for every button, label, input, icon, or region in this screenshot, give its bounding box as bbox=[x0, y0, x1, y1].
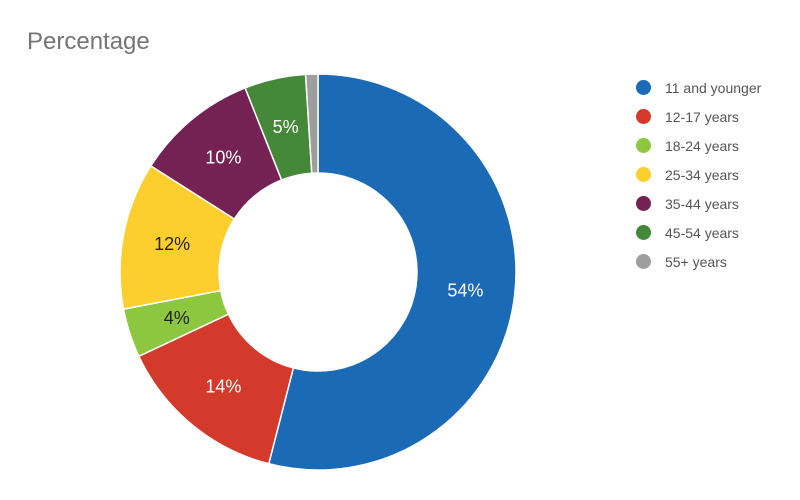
data-label-35-44-years: 10% bbox=[205, 148, 241, 168]
legend-swatch bbox=[636, 138, 651, 153]
legend-swatch bbox=[636, 196, 651, 211]
legend-item-12-17-years[interactable]: 12-17 years bbox=[636, 102, 796, 131]
data-label-25-34-years: 12% bbox=[154, 234, 190, 254]
data-label-11-and-younger: 54% bbox=[447, 281, 483, 301]
legend-item-18-24-years[interactable]: 18-24 years bbox=[636, 131, 796, 160]
donut-data-labels: 54% 14% 4% 12% 10% 5% bbox=[154, 117, 483, 396]
legend-swatch bbox=[636, 80, 651, 95]
slice-11-and-younger bbox=[267, 73, 517, 471]
donut-slices bbox=[119, 73, 517, 471]
legend-label: 25-34 years bbox=[665, 166, 739, 183]
legend-label: 35-44 years bbox=[665, 195, 739, 212]
legend-swatch bbox=[636, 254, 651, 269]
data-label-45-54-years: 5% bbox=[273, 117, 299, 137]
legend-item-55-years[interactable]: 55+ years bbox=[636, 247, 796, 276]
legend-swatch bbox=[636, 167, 651, 182]
data-label-18-24-years: 4% bbox=[164, 308, 190, 328]
legend-label: 55+ years bbox=[665, 253, 727, 270]
chart-legend: 11 and younger 12-17 years 18-24 years 25-3… bbox=[636, 73, 796, 276]
legend-swatch bbox=[636, 225, 651, 240]
legend-item-11-and-younger[interactable]: 11 and younger bbox=[636, 73, 796, 102]
legend-item-35-44-years[interactable]: 35-44 years bbox=[636, 189, 796, 218]
legend-item-45-54-years[interactable]: 45-54 years bbox=[636, 218, 796, 247]
legend-swatch bbox=[636, 109, 651, 124]
legend-label: 45-54 years bbox=[665, 224, 739, 241]
chart-title: Percentage bbox=[27, 28, 150, 55]
legend-label: 18-24 years bbox=[665, 137, 739, 154]
legend-label: 12-17 years bbox=[665, 108, 739, 125]
slice-55-years bbox=[304, 73, 319, 174]
legend-item-25-34-years[interactable]: 25-34 years bbox=[636, 160, 796, 189]
data-label-12-17-years: 14% bbox=[205, 376, 241, 396]
legend-label: 11 and younger bbox=[665, 79, 762, 96]
